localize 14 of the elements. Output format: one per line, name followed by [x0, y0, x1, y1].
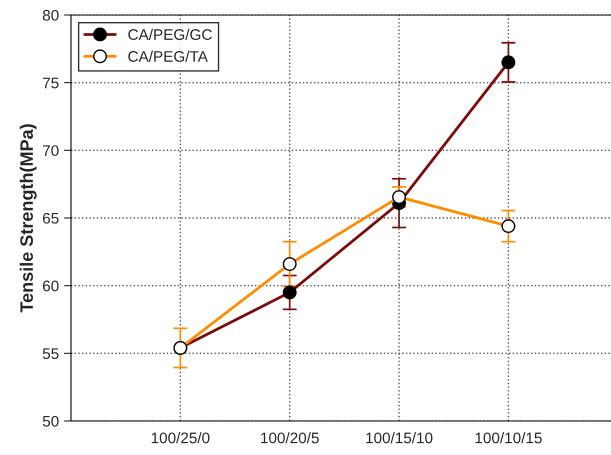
legend-label: CA/PEG/TA	[128, 50, 208, 62]
y-tick-label: 60	[42, 280, 59, 292]
y-tick-label: 50	[42, 416, 59, 427]
y-tick-label: 55	[42, 348, 59, 360]
y-tick-label: 70	[42, 145, 59, 156]
x-tick-label: 100/15/10	[366, 432, 432, 444]
x-tick-label: 100/25/0	[152, 432, 210, 444]
y-tick-label: 65	[42, 212, 59, 224]
x-tick-label: 100/10/15	[476, 432, 542, 444]
y-tick-label: 80	[42, 10, 59, 21]
x-tick-label: 100/20/5	[261, 432, 319, 444]
legend-label: CA/PEG/GC	[128, 28, 212, 40]
y-tick-label: 75	[42, 78, 59, 88]
y-axis-title: Tensile Strength(MPa)	[20, 124, 37, 312]
